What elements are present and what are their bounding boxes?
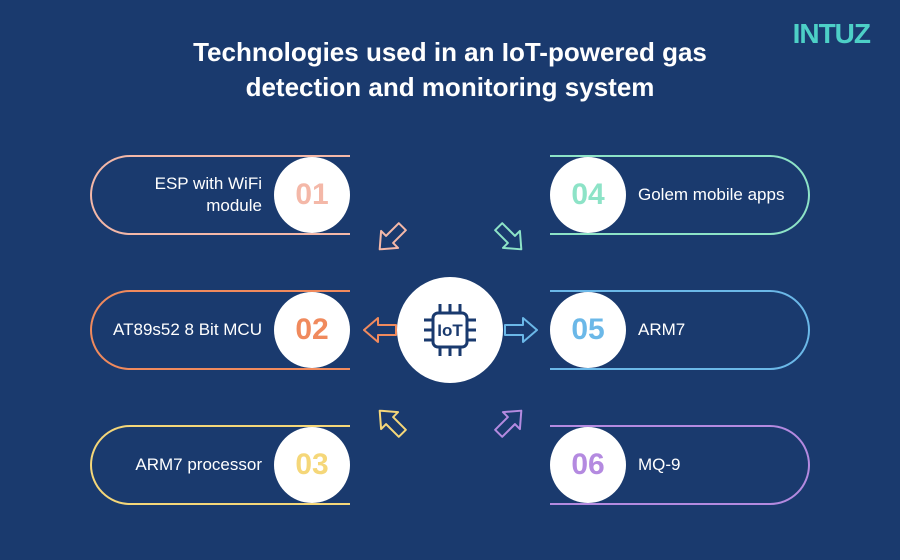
tech-item-label: ARM7 processor — [92, 454, 274, 476]
arrow-icon — [487, 215, 532, 260]
tech-item-number: 04 — [550, 157, 626, 233]
tech-item-number: 05 — [550, 292, 626, 368]
brand-logo: INTUZ — [793, 18, 870, 50]
tech-item-label: ARM7 — [626, 319, 808, 341]
arrow-icon — [368, 399, 413, 444]
tech-item-label: ESP with WiFi module — [92, 173, 274, 217]
tech-item-number: 06 — [550, 427, 626, 503]
tech-item-number: 02 — [274, 292, 350, 368]
arrow-icon — [487, 399, 532, 444]
tech-item-number: 01 — [274, 157, 350, 233]
arrow-icon — [368, 215, 413, 260]
tech-item-03: ARM7 processor03 — [90, 425, 350, 505]
tech-item-label: MQ-9 — [626, 454, 808, 476]
tech-item-label: AT89s52 8 Bit MCU — [92, 319, 274, 341]
svg-text:IoT: IoT — [437, 321, 463, 340]
page-title: Technologies used in an IoT-powered gas … — [140, 35, 760, 105]
chip-icon: IoT — [416, 296, 484, 364]
tech-item-02: AT89s52 8 Bit MCU02 — [90, 290, 350, 370]
tech-item-number: 03 — [274, 427, 350, 503]
tech-item-label: Golem mobile apps — [626, 184, 808, 206]
arrow-icon — [362, 316, 398, 344]
center-iot-node: IoT — [397, 277, 503, 383]
tech-item-01: ESP with WiFi module01 — [90, 155, 350, 235]
tech-item-04: 04Golem mobile apps — [550, 155, 810, 235]
tech-item-06: 06MQ-9 — [550, 425, 810, 505]
tech-item-05: 05ARM7 — [550, 290, 810, 370]
arrow-icon — [503, 316, 539, 344]
